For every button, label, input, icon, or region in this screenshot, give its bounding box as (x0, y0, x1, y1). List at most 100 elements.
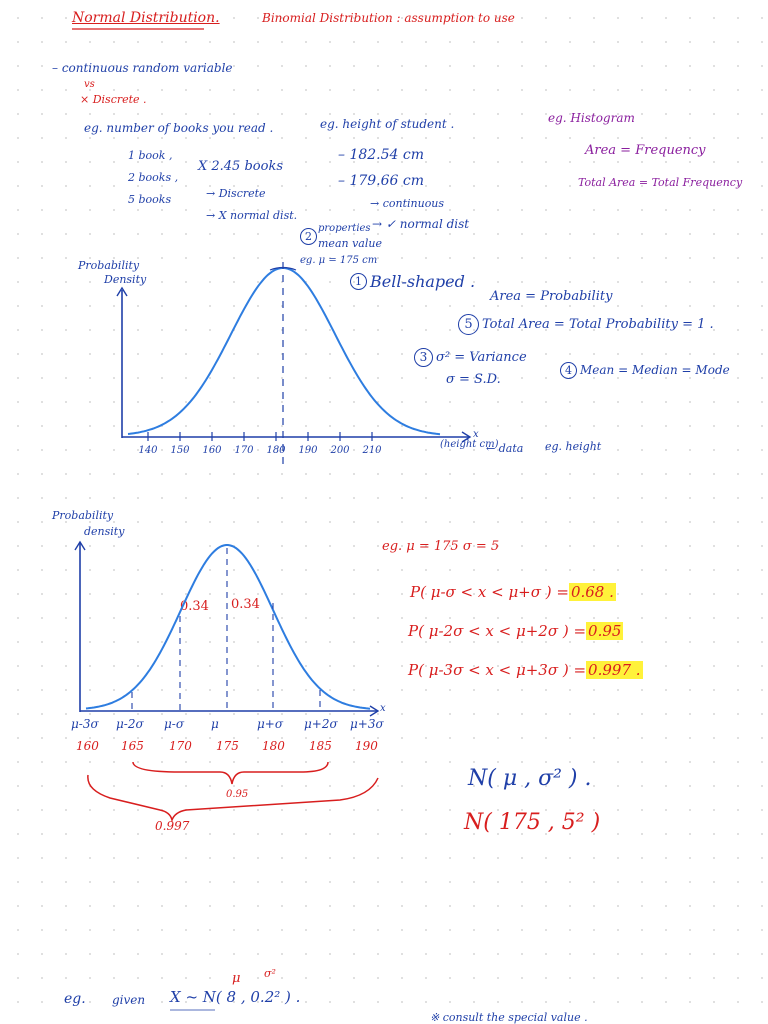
chart2-tick-symbol: μ-σ (164, 717, 185, 731)
chart1-ylabel-2: Density (104, 273, 147, 286)
bottom-sigma2: σ² (264, 967, 276, 980)
not-normal-arrow: → X normal dist. (206, 209, 298, 222)
eg-height-label: eg. height (545, 440, 602, 453)
book-x: X 2.45 books (198, 159, 283, 174)
intro-vs: vs (84, 79, 95, 90)
height-1: – 182.54 cm (338, 147, 425, 163)
chart1-y-arrow (116, 286, 128, 297)
page-title: Normal Distribution. (72, 10, 220, 26)
bottom-distribution: X ~ N( 8 , 0.2² ) . (170, 988, 301, 1006)
mean-properties: properties (318, 223, 371, 234)
chart1-tick-label: 210 (361, 445, 382, 456)
rule-p3-text: P( μ-3σ < x < μ+3σ ) = (408, 661, 587, 679)
book-1: 1 book , (128, 149, 173, 162)
rule-p3-value: 0.997 . (586, 661, 643, 679)
area-probability: Area = Probability (490, 289, 613, 304)
height-2: – 179.66 cm (338, 173, 425, 189)
chart2-tick-symbol: μ-2σ (116, 717, 144, 731)
bell-shaped-label: Bell-shaped . (370, 272, 476, 291)
chart2: x (74, 540, 386, 823)
rule-p1-text: P( μ-σ < x < μ+σ ) = (410, 583, 569, 601)
intro-discrete: × Discrete . (80, 93, 147, 106)
normal-arrow: → ✓ normal dist (372, 217, 470, 231)
rule-p2-value: 0.95 (586, 622, 624, 640)
chart2-ylabel-1: Probability (52, 509, 114, 522)
mean-value-label: mean value (318, 237, 382, 250)
sd-label: σ = S.D. (446, 372, 501, 387)
mean-median-mode: Mean = Median = Mode (580, 363, 730, 377)
chart1-ticks: 140 150 160 170 180 190 200 210 (138, 432, 382, 456)
brace-95 (132, 761, 329, 785)
chart1-peak-mark (269, 266, 297, 271)
chart2-bell-curve (85, 544, 371, 710)
bottom-given: given (112, 993, 146, 1007)
chart2-tick-value: 180 (262, 739, 285, 753)
brace-997-label: 0.997 (155, 819, 190, 833)
property-3-number: 3 (414, 348, 433, 367)
brace-95-label: 0.95 (226, 789, 249, 800)
chart1-tick-label: 160 (202, 445, 222, 456)
rule-p1: P( μ-σ < x < μ+σ ) = 0.68 . (410, 583, 616, 601)
rule-p1-value: 0.68 . (568, 583, 616, 601)
property-3: 3 σ² = Variance (414, 348, 527, 367)
bottom-mu: μ (232, 971, 241, 986)
chart2-tick-symbol: μ+2σ (304, 717, 338, 731)
histogram-area: Area = Frequency (585, 143, 706, 158)
band-left-label: 0.34 (180, 599, 209, 614)
book-5: 5 books (128, 193, 172, 206)
chart1-x-symbol: x (473, 429, 479, 440)
chart2-tick-value: 170 (169, 739, 192, 753)
chart1-tick-label: 170 (234, 445, 254, 456)
chart1-ylabel-1: Probability (78, 259, 140, 272)
chart2-x-symbol: x (380, 703, 386, 714)
chart1-tick-label: 140 (138, 445, 158, 456)
chart1-bell-curve (127, 267, 441, 436)
x-unit-label: (height cm) (440, 439, 499, 450)
chart1-tick-label: 190 (298, 445, 318, 456)
histogram-total: Total Area = Total Frequency (578, 176, 743, 189)
data-label: ← data (486, 442, 524, 455)
chart2-sigma-lines (131, 548, 321, 711)
band-right-label: 0.34 (231, 597, 260, 612)
total-area-probability: Total Area = Total Probability = 1 . (482, 317, 714, 332)
chart1-x-arrow (461, 431, 472, 443)
chart1-tick-label: 180 (266, 445, 286, 456)
chart1-tick-label: 200 (329, 445, 350, 456)
variance-label: σ² = Variance (436, 350, 527, 365)
chart2-tick-value: 165 (121, 739, 144, 753)
property-4: 4 Mean = Median = Mode (560, 362, 730, 379)
property-5-number: 5 (458, 314, 479, 335)
mean-marker: 2 (300, 228, 320, 245)
property-2-number: 2 (300, 228, 317, 245)
intro-continuous: – continuous random variable (52, 61, 233, 75)
histogram-title: eg. Histogram (548, 111, 635, 125)
book-2: 2 books , (128, 171, 179, 184)
property-5: 5 Total Area = Total Probability = 1 . (458, 314, 714, 335)
chart2-y-arrow (74, 540, 86, 551)
chart2-x-arrow (369, 705, 380, 717)
chart1: x 140 150 160 170 180 190 200 210 (116, 262, 479, 468)
page-subtitle: Binomial Distribution : assumption to us… (262, 11, 515, 25)
bottom-eg: eg. (64, 991, 86, 1007)
property-1-number: 1 (350, 273, 367, 290)
chart2-tick-value: 175 (216, 739, 239, 753)
bell-marker: 1 (350, 273, 370, 290)
property-4-number: 4 (560, 362, 577, 379)
brace-997 (87, 774, 379, 823)
chart2-ylabel-2: density (84, 525, 125, 538)
continuous-arrow: → continuous (370, 197, 445, 210)
chart2-tick-symbol: μ-3σ (71, 717, 99, 731)
chart2-tick-value: 160 (76, 739, 99, 753)
rule-p2: P( μ-2σ < x < μ+2σ ) = 0.95 (408, 622, 624, 640)
height-title: eg. height of student . (320, 117, 455, 131)
rule-p2-text: P( μ-2σ < x < μ+2σ ) = (408, 622, 587, 640)
books-title: eg. number of books you read . (84, 121, 274, 135)
chart2-tick-value: 190 (355, 739, 378, 753)
notation-general: N( μ , σ² ) . (468, 766, 592, 791)
chart1-tick-label: 150 (170, 445, 190, 456)
chart2-tick-symbol: μ (211, 717, 219, 731)
rule-example: eg. μ = 175 σ = 5 (382, 539, 500, 554)
mean-example: eg. μ = 175 cm (300, 255, 378, 266)
discrete-arrow: → Discrete (206, 187, 266, 200)
